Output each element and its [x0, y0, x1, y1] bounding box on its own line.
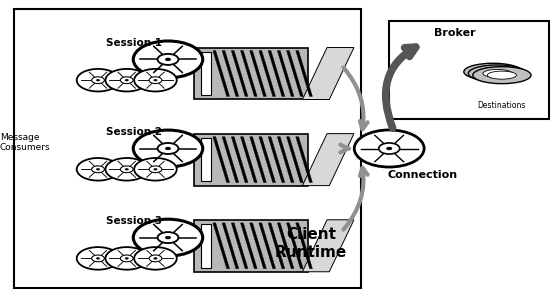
Polygon shape	[213, 137, 230, 182]
Polygon shape	[277, 223, 294, 268]
Polygon shape	[250, 50, 267, 96]
Polygon shape	[302, 134, 354, 186]
Circle shape	[149, 77, 162, 83]
Circle shape	[125, 257, 128, 259]
Polygon shape	[296, 50, 312, 96]
Polygon shape	[277, 137, 294, 182]
Circle shape	[165, 147, 171, 150]
Polygon shape	[231, 50, 248, 96]
Bar	[14, 9, 361, 288]
Polygon shape	[277, 50, 294, 96]
Polygon shape	[287, 137, 303, 182]
Text: Session 2: Session 2	[106, 127, 162, 137]
Polygon shape	[231, 223, 248, 268]
Circle shape	[77, 69, 119, 91]
Polygon shape	[222, 137, 239, 182]
Circle shape	[92, 255, 104, 262]
Circle shape	[77, 247, 119, 270]
Ellipse shape	[483, 69, 512, 78]
Text: Client
Runtime: Client Runtime	[274, 227, 347, 260]
Polygon shape	[259, 137, 276, 182]
Polygon shape	[296, 223, 312, 268]
Text: Session 3: Session 3	[106, 216, 162, 226]
Circle shape	[354, 130, 424, 167]
Circle shape	[149, 255, 162, 262]
Circle shape	[134, 69, 177, 91]
Polygon shape	[259, 50, 276, 96]
Circle shape	[125, 168, 128, 170]
Circle shape	[386, 147, 392, 150]
Circle shape	[133, 130, 203, 167]
Circle shape	[133, 41, 203, 78]
Circle shape	[92, 166, 104, 173]
Polygon shape	[201, 138, 211, 181]
Circle shape	[134, 247, 177, 270]
Circle shape	[165, 236, 171, 239]
Bar	[194, 48, 308, 99]
Circle shape	[105, 69, 148, 91]
Circle shape	[165, 58, 171, 61]
Circle shape	[154, 168, 157, 170]
Polygon shape	[268, 223, 285, 268]
Polygon shape	[287, 50, 303, 96]
Circle shape	[105, 158, 148, 181]
Circle shape	[120, 255, 133, 262]
Polygon shape	[287, 223, 303, 268]
Circle shape	[96, 168, 100, 170]
Polygon shape	[201, 224, 211, 268]
Bar	[194, 220, 308, 272]
Circle shape	[134, 158, 177, 181]
Text: Broker: Broker	[434, 28, 475, 38]
Text: Connection: Connection	[388, 170, 458, 180]
Polygon shape	[250, 223, 267, 268]
Circle shape	[96, 79, 100, 81]
Polygon shape	[250, 137, 267, 182]
Polygon shape	[302, 220, 354, 272]
Text: Destinations: Destinations	[477, 102, 525, 110]
Text: Session 1: Session 1	[106, 38, 162, 48]
Polygon shape	[240, 223, 257, 268]
Polygon shape	[240, 137, 257, 182]
Circle shape	[125, 79, 128, 81]
Polygon shape	[268, 137, 285, 182]
Ellipse shape	[478, 68, 507, 76]
Polygon shape	[213, 50, 230, 96]
Circle shape	[157, 54, 179, 65]
Bar	[389, 21, 549, 119]
Ellipse shape	[464, 63, 522, 80]
Circle shape	[154, 257, 157, 259]
Circle shape	[154, 79, 157, 81]
Polygon shape	[222, 223, 239, 268]
Polygon shape	[201, 52, 211, 95]
Circle shape	[120, 77, 133, 83]
Polygon shape	[296, 137, 312, 182]
Polygon shape	[222, 50, 239, 96]
Polygon shape	[302, 48, 354, 99]
Polygon shape	[268, 50, 285, 96]
Text: Message
Consumers: Message Consumers	[0, 133, 50, 152]
Bar	[194, 134, 308, 186]
Circle shape	[92, 77, 104, 83]
Circle shape	[77, 158, 119, 181]
Ellipse shape	[473, 67, 531, 84]
Circle shape	[105, 247, 148, 270]
Circle shape	[157, 232, 179, 243]
Circle shape	[133, 219, 203, 256]
Circle shape	[379, 143, 400, 154]
Circle shape	[96, 257, 100, 259]
Polygon shape	[259, 223, 276, 268]
Circle shape	[149, 166, 162, 173]
Polygon shape	[240, 50, 257, 96]
Polygon shape	[213, 223, 230, 268]
Polygon shape	[231, 137, 248, 182]
Ellipse shape	[468, 65, 526, 82]
Circle shape	[157, 143, 179, 154]
Circle shape	[120, 166, 133, 173]
Ellipse shape	[487, 71, 516, 79]
